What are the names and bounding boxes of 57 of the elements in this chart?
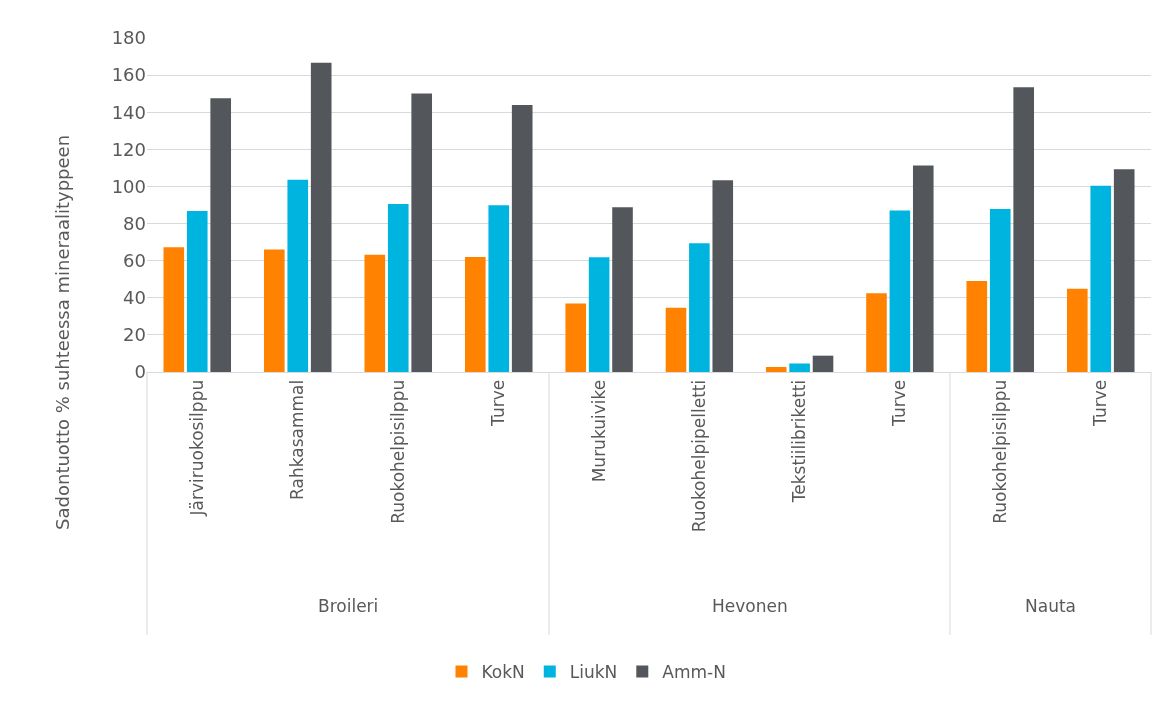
y-tick-label: 60 [123,249,146,271]
legend-label: LiukN [569,662,618,683]
bar [511,104,533,372]
bar [464,256,486,372]
legend-label: KokN [481,662,525,683]
bar [966,281,988,372]
bar [287,179,309,372]
bar [689,243,710,372]
x-tick-label: Järviruokosilppu [186,379,207,517]
bar [387,203,409,372]
bar [364,254,386,372]
bar [1113,169,1135,372]
x-tick-label: Ruokohelpipelletti [688,379,709,533]
x-tick-label: Rahkasammal [287,379,308,500]
y-tick-label: 160 [111,64,146,86]
legend-label: Amm-N [662,662,726,683]
y-tick-label: 100 [111,175,146,197]
bar [1066,288,1088,372]
x-axis-title: Nauta [1025,596,1076,616]
bar [263,249,285,372]
bar [665,307,687,372]
x-tick-label: Turve [488,379,509,427]
bar [765,366,787,372]
bar [712,180,734,372]
bar [1013,87,1035,372]
bar [488,205,510,372]
y-tick-label: 140 [111,101,146,123]
x-tick-label: Ruokohelpisilppu [387,379,408,524]
x-tick-label: Ruokohelpisilppu [989,379,1010,524]
bar [163,247,185,372]
y-tick-label: 40 [123,287,146,309]
y-tick-label: 20 [123,324,146,346]
y-tick-label: 120 [111,138,146,160]
x-tick-label: Tekstiilibriketti [789,379,810,504]
x-tick-label: Murukuivike [588,379,609,483]
y-tick-label: 180 [111,27,146,49]
bar [789,363,810,372]
bar [411,93,433,372]
y-tick-label: 80 [123,212,146,234]
x-tick-label: Turve [889,379,910,427]
bar [565,303,587,372]
y-axis-title: Sadontuotto % suhteessa mineraalityppeen [51,134,73,530]
x-axis-title: Broileri [318,596,379,616]
bar [612,207,633,372]
bar [989,208,1011,372]
bar [588,257,610,372]
bar [1090,185,1112,372]
bar [186,210,208,372]
y-tick-label: 0 [134,361,146,383]
bar [866,293,887,372]
bar [889,210,911,372]
bar [912,165,934,372]
x-axis-title: Hevonen [712,596,788,616]
x-tick-label: Turve [1090,379,1111,427]
bar [812,355,834,372]
bar [310,62,332,372]
bar [210,98,232,372]
